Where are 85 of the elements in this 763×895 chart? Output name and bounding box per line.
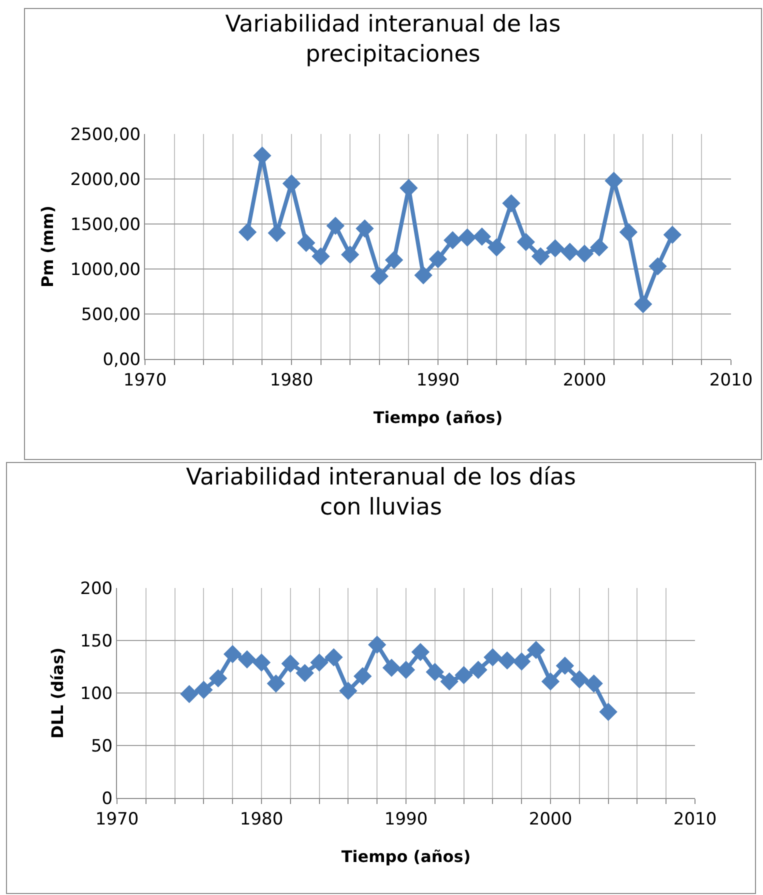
y-tick-label: 150 <box>80 631 113 652</box>
point <box>370 267 388 286</box>
point <box>575 244 594 263</box>
y-tick-label: 50 <box>90 736 113 756</box>
point <box>384 250 404 270</box>
x-tick-label: 1990 <box>416 370 460 390</box>
y-tick-label: 1000,00 <box>70 260 141 280</box>
point <box>663 226 682 244</box>
y-tick-label: 2000,00 <box>70 170 141 190</box>
point <box>354 667 372 686</box>
point <box>484 648 502 666</box>
point <box>502 194 520 212</box>
point <box>180 684 198 704</box>
x-tick-label: 1970 <box>95 809 139 830</box>
point <box>426 662 444 682</box>
y-tick-label: 0,00 <box>102 350 141 370</box>
chart-title: Variabilidad interanual de los días con lluvias <box>186 464 576 520</box>
point <box>414 266 432 284</box>
point <box>312 247 330 266</box>
point <box>368 636 386 654</box>
x-tick-label: 2010 <box>673 809 717 830</box>
x-tick-label: 1980 <box>270 370 314 390</box>
point <box>324 648 343 666</box>
point <box>541 672 560 691</box>
point <box>339 682 358 700</box>
point <box>604 172 623 190</box>
point <box>252 653 271 672</box>
point <box>526 640 546 660</box>
point <box>428 250 448 268</box>
x-tick-label: 2010 <box>709 370 753 390</box>
point <box>556 656 574 675</box>
point <box>458 228 476 247</box>
point <box>584 674 603 693</box>
y-tick-label: 200 <box>80 578 113 599</box>
point <box>488 238 506 256</box>
point <box>444 231 462 250</box>
point <box>472 228 492 246</box>
point <box>310 653 328 672</box>
point <box>281 654 300 673</box>
point <box>634 295 652 314</box>
point <box>238 650 256 668</box>
point <box>356 219 374 238</box>
point <box>238 223 257 242</box>
point <box>648 257 667 276</box>
x-axis-title: Tiempo (años) <box>341 847 471 866</box>
x-tick-label: 2000 <box>528 809 572 830</box>
point <box>498 651 516 670</box>
y-tick-label: 2500,00 <box>70 124 141 145</box>
y-axis-title: Pm (mm) <box>38 206 58 288</box>
point <box>411 642 430 662</box>
point <box>194 680 213 699</box>
y-tick-label: 500,00 <box>81 304 141 325</box>
point <box>516 232 535 252</box>
point <box>326 216 345 235</box>
point <box>396 660 416 679</box>
point <box>619 223 638 242</box>
point <box>546 239 564 258</box>
point <box>297 234 316 252</box>
point <box>590 238 608 256</box>
point <box>268 224 286 242</box>
point <box>570 670 588 688</box>
point <box>266 674 286 693</box>
x-tick-label: 1970 <box>123 370 167 390</box>
point <box>599 702 618 721</box>
chart-title: Variabilidad interanual de las precipitaciones <box>225 12 561 68</box>
point <box>440 672 458 691</box>
point <box>341 246 360 264</box>
x-axis-title: Tiempo (años) <box>373 408 503 428</box>
point <box>454 666 473 684</box>
point <box>531 247 550 266</box>
y-tick-label: 100 <box>80 684 113 704</box>
x-tick-label: 2000 <box>562 370 606 390</box>
y-tick-label: 0 <box>102 788 113 809</box>
point <box>224 645 242 664</box>
point <box>282 174 301 193</box>
y-tick-label: 1500,00 <box>70 214 141 235</box>
point <box>512 652 531 671</box>
point <box>382 658 401 677</box>
point <box>469 660 488 679</box>
point <box>296 664 314 682</box>
x-tick-label: 1980 <box>240 809 284 830</box>
point <box>560 242 579 261</box>
point <box>209 669 228 688</box>
y-axis-title: DLL (días) <box>48 647 68 739</box>
x-tick-label: 1990 <box>384 809 428 830</box>
